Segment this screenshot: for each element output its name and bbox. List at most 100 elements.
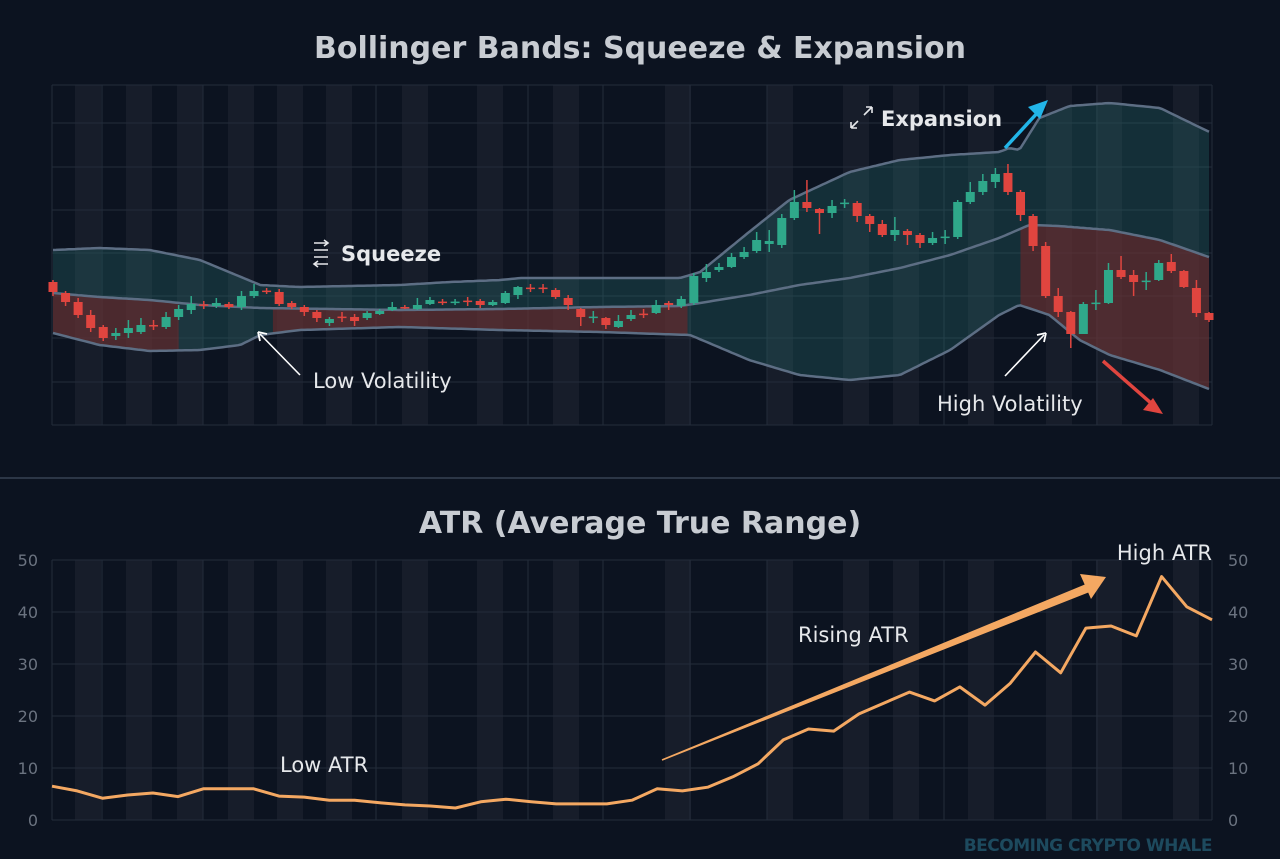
candle — [990, 168, 1000, 188]
rising-atr-arrowhead — [1080, 574, 1106, 599]
column-stripe — [477, 560, 503, 820]
candle-body — [928, 238, 938, 243]
candle — [287, 301, 297, 309]
high-atr-label: High ATR — [1117, 541, 1212, 565]
candle-body — [639, 313, 649, 316]
candle — [777, 214, 787, 248]
candle-body — [61, 293, 71, 302]
column-stripe — [326, 560, 352, 820]
lower-band-line — [52, 304, 1210, 391]
candle-body — [1204, 313, 1214, 320]
candle — [877, 220, 887, 237]
candle-body — [362, 313, 372, 318]
bollinger-plot — [48, 101, 1214, 391]
candle-body — [727, 257, 737, 267]
column-stripe — [665, 560, 691, 820]
candle-body — [525, 287, 535, 290]
candle-body — [1016, 192, 1026, 215]
candle-body — [312, 312, 322, 318]
candle-body — [613, 321, 623, 327]
candle — [161, 312, 171, 329]
compress-arrows-icon — [312, 239, 330, 268]
candle-body — [149, 325, 159, 327]
candle-body — [915, 235, 925, 243]
candle-body — [890, 230, 900, 235]
candle — [1066, 311, 1076, 348]
column-stripe — [228, 560, 254, 820]
candle-body — [701, 272, 711, 278]
candle — [601, 317, 611, 329]
candle-body — [400, 307, 410, 309]
candle — [61, 291, 71, 306]
candle — [123, 320, 133, 338]
candle-body — [1041, 246, 1051, 296]
candle — [174, 305, 184, 320]
candle — [450, 299, 460, 305]
candle — [538, 284, 548, 293]
candle-body — [73, 302, 83, 315]
expand-arrows-icon — [850, 106, 873, 129]
candle — [902, 229, 912, 245]
candle-body — [990, 174, 1000, 182]
candle-body — [789, 202, 799, 218]
candle-body — [777, 218, 787, 245]
candle — [73, 298, 83, 318]
candle-body — [1179, 271, 1189, 287]
candle-body — [1191, 288, 1201, 313]
candle — [1003, 164, 1013, 195]
column-stripe — [402, 560, 428, 820]
low-volatility-label: Low Volatility — [313, 369, 452, 393]
candle-body — [764, 241, 774, 244]
high-volatility-arrowhead — [1036, 332, 1047, 343]
candle — [324, 317, 334, 326]
candle — [186, 296, 196, 314]
candle-body — [375, 311, 385, 314]
candle — [350, 314, 360, 326]
candle-body — [1003, 173, 1013, 192]
candle — [739, 247, 749, 259]
candle-body — [1053, 296, 1063, 312]
candle-body — [438, 301, 448, 304]
candle — [1053, 288, 1063, 317]
candle — [676, 296, 686, 308]
candle — [664, 301, 674, 310]
candle-body — [714, 267, 724, 270]
candle — [940, 230, 950, 244]
candle — [865, 214, 875, 232]
y-tick-left: 40 — [18, 603, 38, 622]
candle — [928, 232, 938, 245]
candle — [337, 312, 347, 322]
candle — [475, 299, 485, 308]
candle — [965, 182, 975, 204]
candle — [375, 309, 385, 315]
candle — [727, 253, 737, 268]
low-atr-label: Low ATR — [280, 753, 368, 777]
y-tick-left: 30 — [18, 655, 38, 674]
candle — [111, 328, 121, 340]
candle — [689, 273, 699, 305]
candle-body — [211, 303, 221, 306]
atr-plot: 0 0 10 10 20 20 30 30 40 40 50 50 — [18, 551, 1249, 830]
rising-atr-arrow — [661, 582, 1091, 761]
column-stripe — [126, 85, 152, 425]
candle-body — [802, 202, 812, 208]
candle — [714, 263, 724, 272]
candle-body — [274, 292, 284, 304]
column-stripe — [968, 560, 994, 820]
candle-body — [350, 317, 360, 321]
candle-body — [425, 300, 435, 304]
candle — [953, 200, 963, 239]
bearish-zone-fill — [53, 293, 179, 351]
candle-body — [1091, 302, 1101, 305]
candle — [764, 230, 774, 252]
candle — [1179, 270, 1189, 288]
candle-body — [601, 318, 611, 325]
candle-body — [1066, 312, 1076, 334]
candle-body — [136, 325, 146, 332]
candle-body — [1028, 216, 1038, 246]
column-stripe — [75, 560, 101, 820]
candle-body — [902, 231, 912, 235]
y-tick-right: 0 — [1228, 811, 1238, 830]
low-volatility-arrowhead — [257, 331, 268, 342]
